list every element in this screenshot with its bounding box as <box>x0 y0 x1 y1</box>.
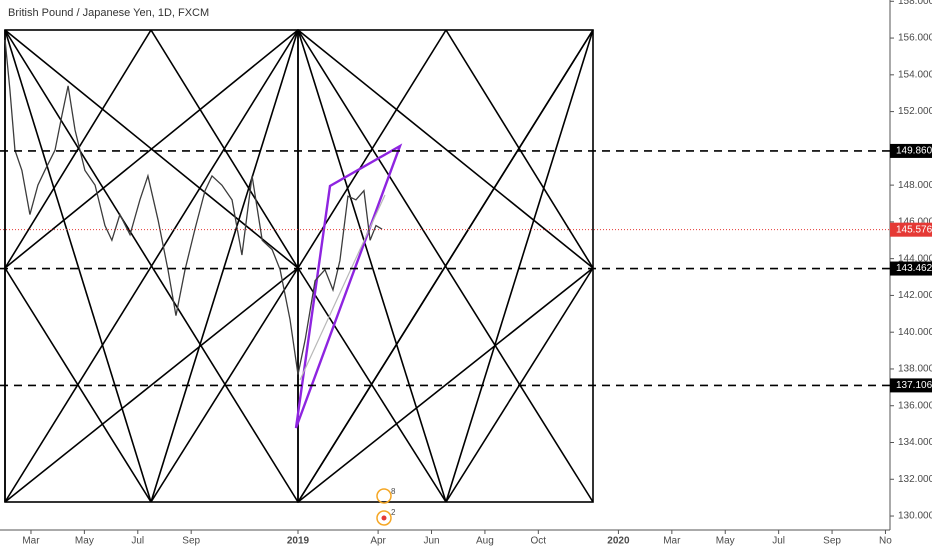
y-tick-label: 152.000 <box>898 106 932 117</box>
event-dot <box>381 515 387 521</box>
y-tick-label: 140.000 <box>898 327 932 338</box>
x-tick-label: Jul <box>131 536 144 547</box>
y-tick-label: 136.000 <box>898 400 932 411</box>
price-line <box>4 39 383 375</box>
x-tick-label: Sep <box>182 536 200 547</box>
y-tick-label: 138.000 <box>898 364 932 375</box>
y-tick-label: 154.000 <box>898 69 932 80</box>
last-price-label: 145.576 <box>896 224 932 235</box>
y-tick-label: 158.000 <box>898 0 932 7</box>
x-tick-label: 2020 <box>607 536 630 547</box>
event-count: 8 <box>391 487 396 496</box>
x-tick-label: Sep <box>823 536 841 547</box>
level-tag <box>890 378 932 393</box>
level-tag <box>890 143 932 158</box>
y-tick-label: 156.000 <box>898 33 932 44</box>
y-tick-label: 134.000 <box>898 437 932 448</box>
x-tick-label: May <box>75 536 94 547</box>
event-icon[interactable] <box>376 510 392 526</box>
y-tick-label: 144.000 <box>898 253 932 264</box>
last-price-tag <box>890 222 932 237</box>
y-tick-label: 142.000 <box>898 290 932 301</box>
x-tick-label: 2019 <box>287 536 310 547</box>
event-icon[interactable] <box>376 488 392 504</box>
event-count: 2 <box>391 508 396 517</box>
x-tick-label: Apr <box>370 536 386 547</box>
level-label: 137.106 <box>896 380 932 391</box>
chart-title: British Pound / Japanese Yen, 1D, FXCM <box>8 7 209 19</box>
level-tag <box>890 261 932 276</box>
y-tick-label: 132.000 <box>898 474 932 485</box>
gann-drawings <box>4 29 594 503</box>
x-tick-label: Mar <box>22 536 40 547</box>
x-tick-label: Jun <box>423 536 439 547</box>
x-tick-label: Mar <box>663 536 681 547</box>
y-tick-label: 146.000 <box>898 217 932 228</box>
x-tick-label: May <box>716 536 735 547</box>
x-tick-label: No <box>879 536 892 547</box>
level-label: 143.462 <box>896 263 932 274</box>
x-tick-label: Oct <box>531 536 547 547</box>
level-label: 149.860 <box>896 146 932 157</box>
y-tick-label: 148.000 <box>898 180 932 191</box>
x-tick-label: Jul <box>772 536 785 547</box>
x-tick-label: Aug <box>476 536 494 547</box>
y-tick-label: 130.000 <box>898 511 932 522</box>
